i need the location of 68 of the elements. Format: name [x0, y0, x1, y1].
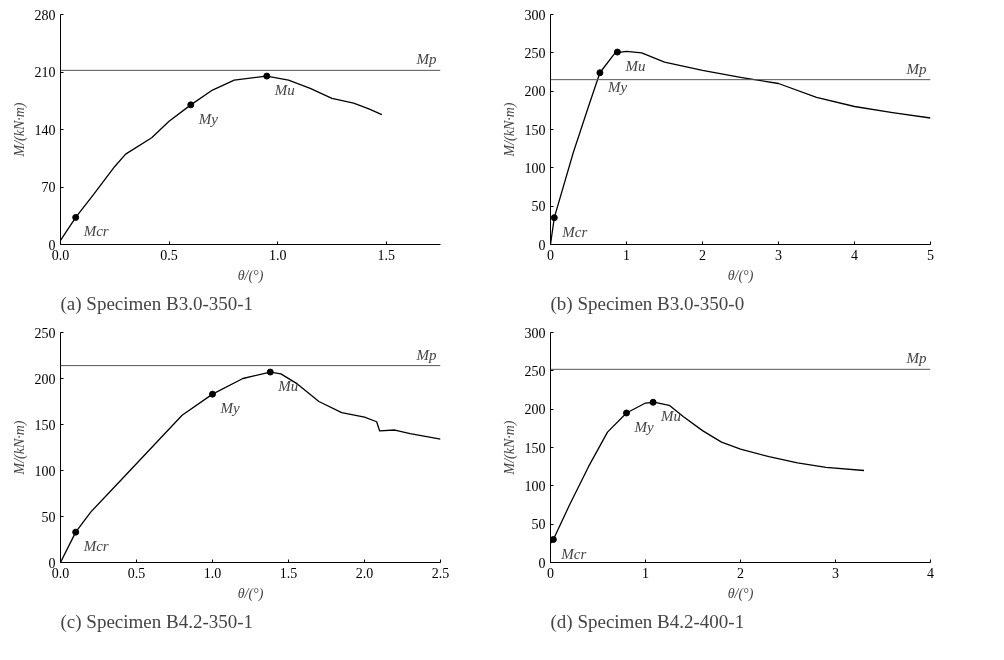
annotation: Mu — [624, 58, 646, 75]
y-tick-label: 50 — [531, 517, 546, 533]
ref-line-label: Mp — [415, 51, 437, 68]
x-tick-label: 2 — [737, 565, 744, 581]
y-tick-label: 150 — [34, 417, 56, 433]
x-tick-label: 1 — [642, 565, 649, 581]
y-tick-label: 0 — [538, 555, 546, 571]
x-axis-title: θ/(°) — [727, 267, 754, 284]
x-tick-label: 2.5 — [431, 565, 450, 581]
x-tick-label: 1.0 — [203, 565, 222, 581]
y-tick-label: 250 — [34, 325, 56, 341]
y-tick-label: 200 — [34, 371, 56, 387]
y-tick-label: 100 — [524, 478, 546, 494]
y-tick-label: 0 — [538, 237, 546, 253]
y-tick-label: 70 — [41, 180, 56, 195]
annotation: Mu — [277, 378, 299, 395]
y-tick-label: 250 — [524, 363, 546, 379]
y-tick-label: 150 — [524, 122, 546, 138]
y-axis-title: M/(kN·m) — [501, 420, 518, 476]
y-tick-label: 250 — [524, 45, 546, 61]
x-tick-label: 4 — [927, 565, 934, 581]
annotation: My — [606, 78, 628, 95]
annotation: Mu — [660, 408, 682, 425]
x-tick-label: 1.5 — [279, 565, 298, 581]
x-axis-title: θ/(°) — [727, 585, 754, 602]
y-tick-label: 50 — [531, 199, 546, 215]
x-tick-label: 0.5 — [160, 247, 178, 263]
y-tick-label: 50 — [41, 509, 56, 525]
annotation: Mcr — [82, 223, 109, 240]
x-tick-label: 1.5 — [377, 247, 395, 263]
x-axis-title: θ/(°) — [237, 585, 264, 602]
annotation: My — [197, 110, 219, 127]
y-tick-label: 150 — [524, 440, 546, 456]
x-tick-label: 1 — [623, 247, 630, 263]
y-tick-label: 200 — [524, 402, 546, 418]
text: (b) Specimen B3.0-350-0 — [550, 292, 745, 315]
annotation: Mcr — [82, 538, 109, 555]
y-tick-label: 300 — [524, 7, 546, 23]
x-tick-label: 5 — [927, 247, 934, 263]
y-tick-label: 200 — [524, 84, 546, 100]
annotation: My — [633, 419, 654, 435]
x-tick-label: 3 — [832, 565, 839, 581]
annotation: Mu — [273, 82, 295, 99]
x-tick-label: 3 — [775, 247, 782, 263]
ref-line-label: Mp — [905, 60, 927, 77]
y-tick-label: 300 — [524, 325, 546, 341]
y-tick-label: 280 — [34, 7, 56, 23]
x-axis-title: θ/(°) — [237, 267, 264, 284]
ref-line-label: Mp — [415, 346, 437, 363]
annotation: Mcr — [561, 223, 588, 240]
y-axis-title: M/(kN·m) — [11, 102, 28, 158]
text: (d) Specimen B4.2-400-1 — [550, 610, 745, 633]
x-tick-label: 4 — [851, 247, 858, 263]
text: (a) Specimen B3.0-350-1 — [60, 292, 254, 315]
y-tick-label: 210 — [34, 65, 56, 80]
text: (c) Specimen B4.2-350-1 — [60, 610, 254, 633]
ref-line-label: Mp — [905, 350, 927, 367]
y-tick-label: 100 — [34, 463, 56, 479]
x-tick-label: 1.0 — [268, 247, 287, 263]
x-tick-label: 2 — [699, 247, 706, 263]
y-tick-label: 100 — [524, 160, 546, 176]
x-tick-label: 0.5 — [127, 565, 146, 581]
annotation: Mcr — [560, 545, 587, 562]
x-tick-label: 2.0 — [355, 565, 374, 581]
annotation: My — [219, 400, 240, 417]
y-axis-title: M/(kN·m) — [501, 102, 518, 158]
y-tick-label: 140 — [34, 122, 56, 138]
y-axis-title: M/(kN·m) — [11, 420, 28, 476]
